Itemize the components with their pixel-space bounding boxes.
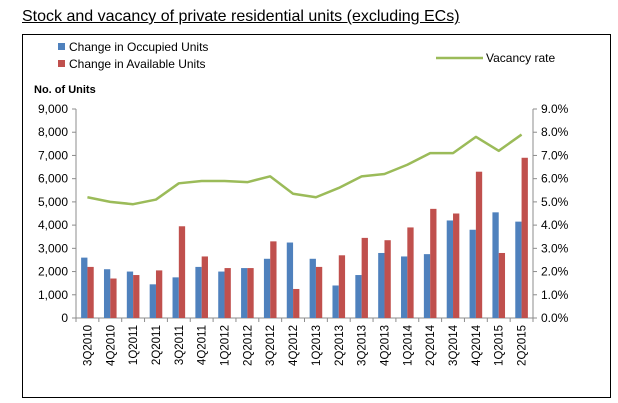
bar-available (110, 278, 117, 318)
x-tick-label: 2Q2014 (425, 324, 437, 366)
legend-label-available: Change in Available Units (69, 57, 206, 71)
y2-tick-label: 4.0% (541, 218, 569, 232)
y2-tick-label: 5.0% (541, 195, 569, 209)
bar-available (178, 226, 186, 318)
y2-tick-label: 2.0% (541, 265, 569, 279)
x-tick-label: 2Q2011 (151, 325, 163, 365)
bar-occupied (401, 256, 408, 318)
bar-available (133, 275, 140, 318)
legend: Change in Occupied Units Change in Avail… (58, 40, 555, 71)
bars (81, 157, 528, 318)
y-tick-label: 3,000 (38, 241, 68, 255)
vacancy-line-group (87, 133, 523, 206)
x-tick-label: 1Q2013 (311, 325, 323, 366)
axes (72, 108, 537, 322)
x-tick-label: 2Q2013 (334, 325, 346, 366)
x-tick-label: 4Q2014 (471, 324, 483, 366)
x-tick-label: 2Q2012 (242, 325, 254, 366)
bar-available (224, 268, 231, 318)
bar-occupied (332, 285, 339, 318)
x-tick-label: 2Q2015 (517, 325, 529, 366)
y-tick-label: 9,000 (38, 102, 68, 116)
bar-occupied (286, 242, 294, 318)
x-tick-label: 1Q2012 (220, 325, 232, 366)
y-tick-label: 4,000 (38, 218, 68, 232)
bar-occupied (241, 268, 248, 318)
bar-occupied (355, 275, 362, 318)
bar-occupied (263, 258, 271, 318)
y-tick-label: 5,000 (38, 195, 68, 209)
legend-swatch-available (58, 60, 65, 67)
y-tick-label: 6,000 (38, 172, 68, 186)
bar-available (87, 266, 94, 318)
bar-available (247, 268, 254, 318)
bar-occupied (103, 269, 111, 318)
x-tick-label: 4Q2012 (288, 325, 300, 366)
bar-available (407, 227, 414, 318)
x-tick-label: 3Q2013 (357, 325, 369, 366)
bar-available (338, 255, 346, 318)
x-tick-label: 3Q2010 (82, 325, 94, 366)
legend-label-occupied: Change in Occupied Units (69, 40, 208, 54)
x-tick-label: 4Q2011 (197, 325, 209, 365)
y2-tick-label: 1.0% (541, 288, 569, 302)
x-tick-label: 1Q2015 (494, 325, 506, 366)
legend-label-vacancy: Vacancy rate (486, 51, 555, 65)
bar-occupied (172, 277, 179, 318)
y-axis-title: No. of Units (34, 84, 96, 96)
x-tick-label: 3Q2012 (265, 325, 277, 366)
bar-occupied (126, 271, 134, 318)
x-tick-label: 1Q2011 (128, 325, 140, 365)
bar-occupied (515, 221, 522, 318)
y-tick-label: 8,000 (38, 125, 68, 139)
y2-tick-label: 6.0% (541, 172, 569, 186)
bar-occupied (446, 220, 454, 318)
bar-occupied (195, 266, 202, 318)
y2-tick-label: 3.0% (541, 241, 569, 255)
bar-available (475, 171, 483, 318)
x-tick-label: 1Q2014 (402, 324, 414, 366)
bar-occupied (423, 254, 431, 318)
y-tick-label: 1,000 (38, 288, 68, 302)
x-tick-label: 3Q2014 (448, 324, 460, 366)
bar-available (384, 240, 391, 318)
bar-available (155, 270, 163, 318)
bar-occupied (492, 212, 499, 318)
bar-occupied (218, 271, 225, 318)
bar-available (361, 237, 368, 318)
bar-available (521, 157, 528, 318)
x-tick-label: 4Q2013 (379, 325, 391, 366)
legend-swatch-occupied (58, 43, 65, 50)
y2-tick-label: 7.0% (541, 148, 569, 162)
y2-tick-label: 8.0% (541, 125, 569, 139)
bar-occupied (469, 229, 476, 318)
vacancy-rate-line (87, 133, 523, 206)
x-tick-label: 4Q2010 (105, 325, 117, 366)
y2-tick-label: 9.0% (541, 102, 569, 116)
bar-occupied (81, 257, 88, 318)
chart-frame (22, 34, 611, 398)
x-tick-label: 3Q2011 (174, 325, 186, 365)
y-tick-label: 2,000 (38, 265, 68, 279)
bar-available (315, 266, 323, 318)
y-tick-label: 0 (61, 311, 68, 325)
page-title: Stock and vacancy of private residential… (22, 8, 460, 25)
bar-occupied (378, 252, 385, 318)
y2-tick-label: 0.0% (541, 311, 569, 325)
bar-available (293, 288, 300, 318)
bar-available (498, 252, 506, 318)
bar-available (453, 213, 460, 318)
bar-occupied (309, 258, 316, 318)
bar-occupied (149, 284, 156, 318)
y-tick-label: 7,000 (38, 148, 68, 162)
tick-labels: 0 1,000 2,000 3,000 4,000 5,000 6,000 7,000 8,00… (38, 102, 569, 366)
bar-available (270, 241, 277, 318)
bar-available (430, 208, 437, 318)
bar-available (201, 256, 208, 318)
